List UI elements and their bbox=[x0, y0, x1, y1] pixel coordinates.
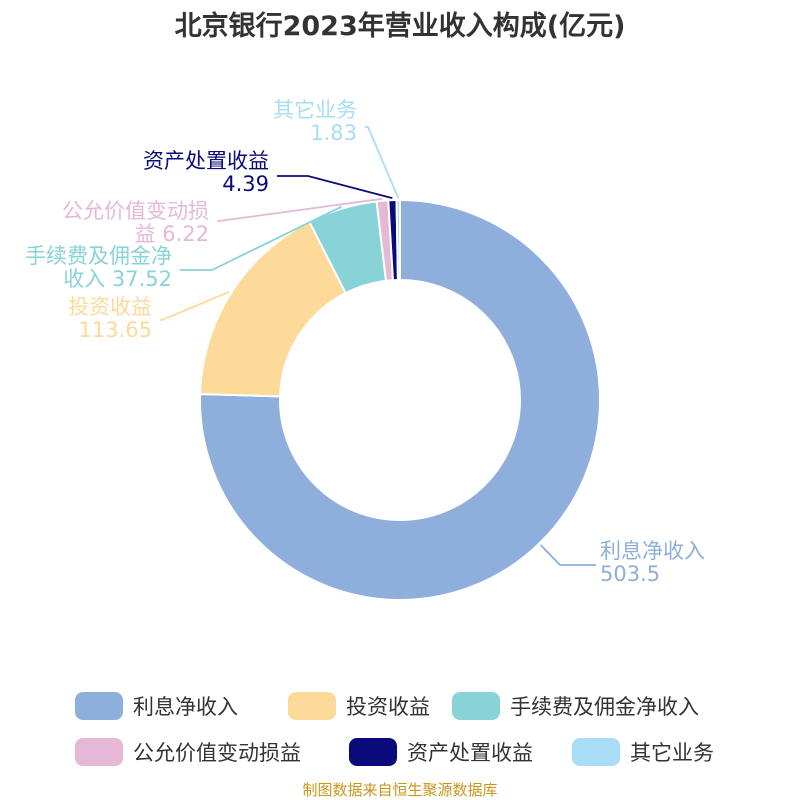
donut-slice-5 bbox=[395, 198, 401, 282]
legend-swatch-3 bbox=[75, 738, 123, 766]
slice-label-4: 资产处置收益 4.39 bbox=[143, 149, 269, 196]
leader-line-2 bbox=[180, 205, 342, 271]
legend-swatch-0 bbox=[75, 692, 123, 720]
legend-label-0: 利息净收入 bbox=[133, 695, 238, 719]
legend-swatch-4 bbox=[349, 738, 397, 766]
chart-title: 北京银行2023年营业收入构成(亿元) bbox=[174, 11, 626, 42]
donut-slice-0 bbox=[199, 198, 601, 601]
legend-swatch-5 bbox=[572, 738, 620, 766]
leader-line-1 bbox=[160, 291, 230, 321]
slice-label-2: 手续费及佣金净收入 37.52 bbox=[25, 244, 172, 291]
legend-swatch-2 bbox=[452, 692, 500, 720]
slice-label-1: 投资收益 113.65 bbox=[68, 295, 152, 342]
leader-line-4 bbox=[277, 175, 393, 200]
legend-label-3: 公允价值变动损益 bbox=[133, 741, 301, 765]
leader-line-5 bbox=[365, 126, 400, 199]
slice-label-0: 利息净收入 503.5 bbox=[600, 539, 705, 586]
leader-line-3 bbox=[217, 197, 383, 222]
legend-label-1: 投资收益 bbox=[346, 695, 430, 719]
source-note: 制图数据来自恒生聚源数据库 bbox=[302, 781, 498, 799]
slice-label-3: 公允价值变动损益 6.22 bbox=[62, 199, 209, 246]
legend-swatch-1 bbox=[288, 692, 336, 720]
leader-line-group bbox=[160, 126, 596, 566]
slice-group bbox=[199, 198, 601, 601]
slice-label-5: 其它业务 1.83 bbox=[273, 98, 357, 145]
legend-label-2: 手续费及佣金净收入 bbox=[510, 695, 699, 719]
legend-label-5: 其它业务 bbox=[630, 741, 714, 765]
leader-line-0 bbox=[540, 544, 596, 566]
legend-label-4: 资产处置收益 bbox=[407, 741, 533, 765]
